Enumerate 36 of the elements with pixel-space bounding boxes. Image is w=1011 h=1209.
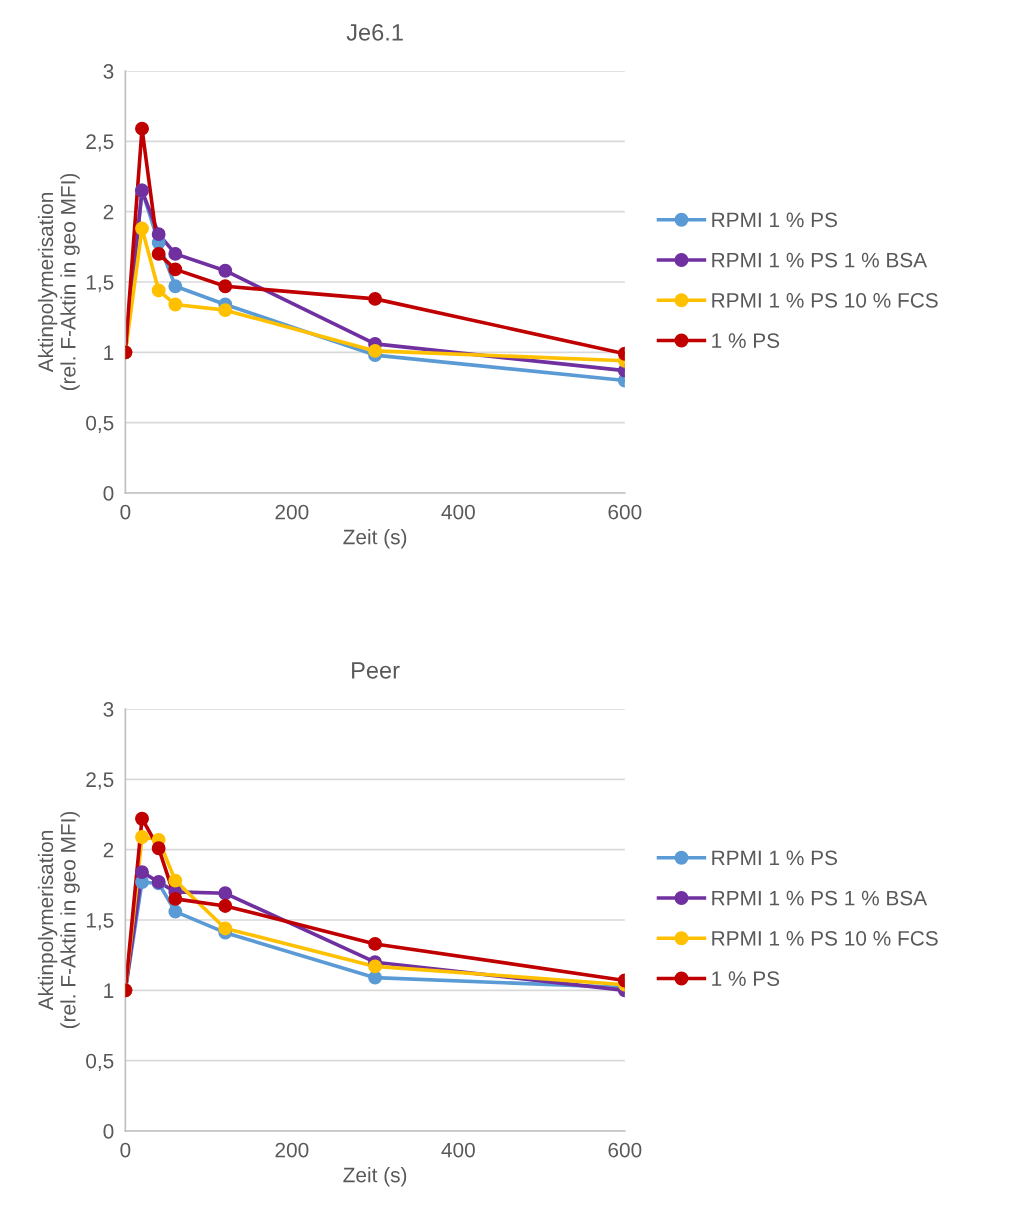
y-tick-label: 1,5 (86, 275, 114, 293)
x-axis-title: Zeit (s) (343, 529, 407, 549)
y-tick-label: 0,5 (86, 1053, 114, 1071)
x-tick-label: 200 (275, 1142, 309, 1158)
x-tick-label: 0 (120, 1142, 131, 1158)
y-tick-label: 2,5 (86, 772, 114, 790)
legend-label: 1 % PS (712, 333, 780, 348)
chart-title: Je6.1 (346, 23, 403, 41)
y-tick-label: 2,5 (86, 134, 114, 152)
x-tick-label: 600 (608, 504, 642, 520)
chart-title: Peer (352, 662, 400, 679)
y-tick-label: 1 (104, 345, 114, 360)
legend-label: RPMI 1 % PS 1 % BSA (712, 252, 928, 268)
x-tick-label: 0 (120, 504, 131, 520)
y-axis-title: Aktinpolymerisation (rel. F-Aktin in geo MFI) (37, 173, 80, 391)
legend-label: RPMI 1 % PS 1 % BSA (712, 890, 928, 906)
y-tick-label: 0 (103, 1124, 114, 1139)
y-tick-label: 0 (103, 486, 114, 501)
y-tick-label: 1 (104, 983, 114, 998)
y-tick-label: 2 (103, 204, 114, 220)
y-tick-label: 2 (103, 842, 114, 858)
x-tick-label: 200 (275, 504, 309, 520)
y-tick-label: 0,5 (86, 415, 114, 433)
legend-label: 1 % PS (712, 971, 780, 986)
legend-label: RPMI 1 % PS (712, 850, 838, 866)
y-tick-label: 3 (103, 64, 114, 79)
x-tick-label: 600 (608, 1142, 642, 1158)
y-axis-title: Aktinpolymerisation (rel. F-Aktin in geo MFI) (37, 811, 80, 1029)
y-tick-label: 3 (103, 702, 114, 717)
legend-label: RPMI 1 % PS 10 % FCS (712, 292, 938, 308)
x-tick-label: 400 (441, 504, 475, 520)
y-tick-label: 1,5 (86, 913, 114, 931)
x-tick-label: 400 (441, 1142, 475, 1158)
legend-label: RPMI 1 % PS (712, 212, 838, 228)
x-axis-title: Zeit (s) (343, 1167, 407, 1187)
legend-label: RPMI 1 % PS 10 % FCS (712, 930, 938, 946)
